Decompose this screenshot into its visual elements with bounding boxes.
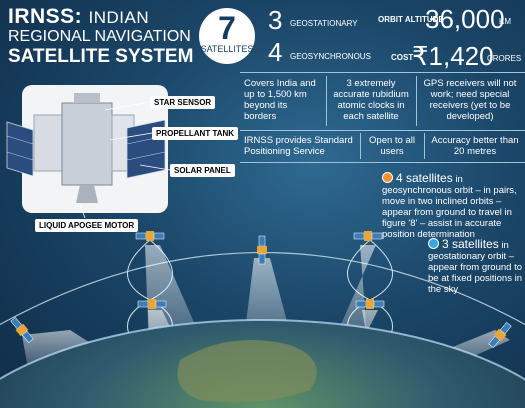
blue-dot-icon: [428, 238, 439, 249]
orange-dot-icon: [382, 172, 393, 183]
total-satellites-badge: 7 SATELLITES: [199, 8, 255, 64]
fact-open-to-all: Open to all users: [369, 135, 415, 157]
satellite-icon: [488, 321, 512, 349]
satellite-icon: [137, 299, 167, 309]
note-geosynchronous: 4 satellites in geosynchronous orbit – i…: [382, 172, 522, 240]
orbit-altitude-label: ORBIT ALTITUDE: [378, 15, 444, 24]
fact-gps-receivers: GPS receivers will not work; need specia…: [423, 78, 517, 122]
note-gso-body: in geosynchronous orbit – in pairs, move…: [382, 174, 517, 240]
cost-label: COST: [391, 53, 414, 62]
satellite-icon: [353, 231, 383, 241]
label-star-sensor: STAR SENSOR: [150, 96, 216, 109]
note-geostationary: 3 satellites in geostationary orbit – ap…: [428, 238, 522, 295]
spacecraft-panel: [22, 85, 168, 213]
geo-count: 3: [268, 5, 283, 35]
title-indian: INDIAN: [88, 8, 150, 27]
fact-accuracy: Accuracy better than 20 metres: [431, 135, 519, 157]
divider-v2: [416, 76, 417, 126]
divider-bottom: [240, 162, 525, 163]
note-geo-head: 3 satellites: [442, 237, 499, 251]
cost-unit: CRORES: [487, 54, 522, 63]
earth-glow: [0, 319, 525, 381]
note-gso-head: 4 satellites: [396, 171, 453, 185]
orbit-altitude-value: 36,000: [425, 4, 505, 34]
cost-value: ₹1,420: [412, 41, 494, 71]
total-satellites-number: 7: [218, 10, 236, 46]
fact-atomic-clocks: 3 extremely accurate rubidium atomic clo…: [333, 78, 409, 122]
title-line-3: SATELLITE SYSTEM: [8, 46, 194, 67]
fact-coverage: Covers India and up to 1,500 km beyond i…: [244, 78, 316, 122]
solar-panel-left-icon: [6, 121, 34, 177]
divider-middle: [240, 130, 525, 131]
note-geo-body: in geostationary orbit – appear from gro…: [428, 240, 523, 295]
title-line-1: IRNSS: INDIAN: [8, 6, 149, 29]
satellite-icon: [355, 299, 385, 309]
label-liquid-apogee-motor: LIQUID APOGEE MOTOR: [35, 219, 139, 232]
satellite-icon: [257, 235, 267, 265]
divider-v3: [360, 133, 361, 159]
gso-label: GEOSYNCHRONOUS: [290, 52, 371, 61]
label-propellant-tank: PROPELLANT TANK: [152, 127, 239, 140]
spacecraft-illustration: [33, 93, 135, 203]
landmass: [177, 340, 317, 403]
divider-v1: [326, 76, 327, 126]
geo-label: GEOSTATIONARY: [290, 19, 358, 28]
total-satellites-label: SATELLITES: [200, 44, 254, 54]
satellite-icon: [135, 231, 165, 241]
divider-top: [240, 72, 525, 73]
title-irnss: IRNSS:: [8, 5, 83, 28]
fact-standard-service: IRNSS provides Standard Positioning Serv…: [244, 135, 353, 157]
satellite-icon: [10, 316, 34, 344]
divider-v4: [424, 133, 425, 159]
gso-count: 4: [268, 37, 283, 67]
title-line-2: REGIONAL NAVIGATION: [8, 28, 191, 45]
orbit-altitude-unit: KM: [499, 17, 511, 26]
label-solar-panel: SOLAR PANEL: [170, 164, 235, 177]
